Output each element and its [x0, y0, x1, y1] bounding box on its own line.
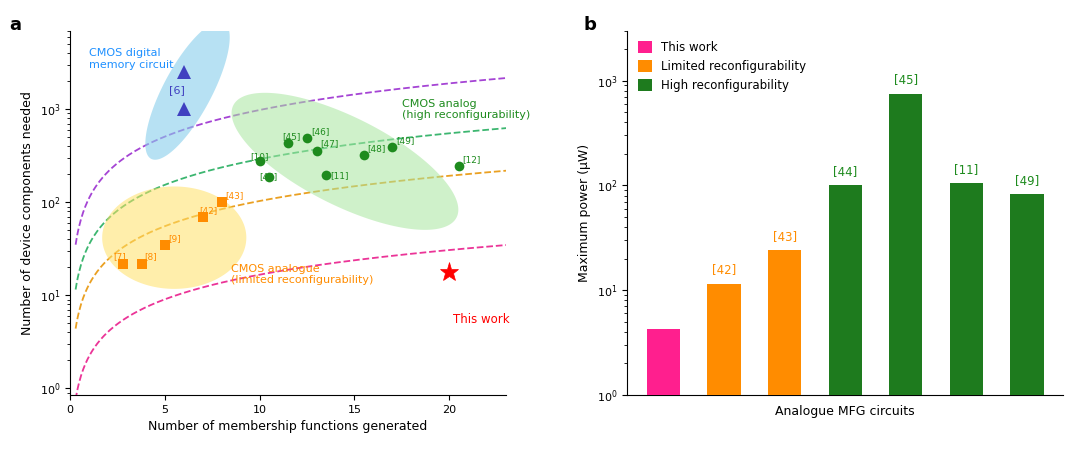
- Text: [44]: [44]: [259, 172, 278, 181]
- Text: [6]: [6]: [168, 85, 185, 95]
- Bar: [828, 185, 862, 450]
- Legend: This work, Limited reconfigurability, High reconfigurability: This work, Limited reconfigurability, Hi…: [633, 36, 811, 97]
- Polygon shape: [103, 186, 246, 289]
- Text: b: b: [583, 16, 596, 34]
- X-axis label: Number of membership functions generated: Number of membership functions generated: [148, 420, 428, 433]
- Text: CMOS digital
memory circuit: CMOS digital memory circuit: [89, 49, 174, 70]
- Text: [10]: [10]: [251, 152, 269, 161]
- Text: [42]: [42]: [199, 206, 217, 215]
- Bar: [647, 328, 680, 450]
- Bar: [768, 250, 801, 450]
- Text: [11]: [11]: [955, 162, 978, 176]
- Text: [49]: [49]: [1015, 174, 1039, 187]
- Polygon shape: [231, 93, 458, 230]
- X-axis label: Analogue MFG circuits: Analogue MFG circuits: [775, 405, 915, 418]
- Text: [43]: [43]: [226, 191, 244, 200]
- Text: [43]: [43]: [772, 230, 797, 243]
- Bar: [889, 94, 922, 450]
- Bar: [1010, 194, 1043, 450]
- Text: [46]: [46]: [311, 127, 329, 136]
- Text: [45]: [45]: [894, 73, 918, 86]
- Text: [12]: [12]: [462, 155, 481, 164]
- Text: [11]: [11]: [329, 171, 348, 180]
- Y-axis label: Maximum power (μW): Maximum power (μW): [578, 144, 591, 282]
- Text: [8]: [8]: [144, 252, 157, 261]
- Text: [47]: [47]: [321, 140, 339, 148]
- Text: [7]: [7]: [113, 252, 126, 261]
- Text: [45]: [45]: [282, 132, 300, 141]
- Text: [44]: [44]: [833, 165, 858, 178]
- Polygon shape: [146, 22, 230, 160]
- Text: [42]: [42]: [712, 263, 737, 276]
- Y-axis label: Number of device components needed: Number of device components needed: [21, 91, 33, 335]
- Text: CMOS analogue
(limited reconfigurability): CMOS analogue (limited reconfigurability…: [231, 264, 374, 285]
- Text: This work: This work: [454, 313, 510, 326]
- Text: a: a: [9, 16, 21, 34]
- Text: CMOS analog
(high reconfigurability): CMOS analog (high reconfigurability): [402, 99, 530, 120]
- Text: [49]: [49]: [396, 136, 415, 145]
- Bar: [707, 284, 741, 450]
- Text: [48]: [48]: [367, 144, 386, 153]
- Text: [9]: [9]: [168, 234, 181, 243]
- Bar: [949, 183, 983, 450]
